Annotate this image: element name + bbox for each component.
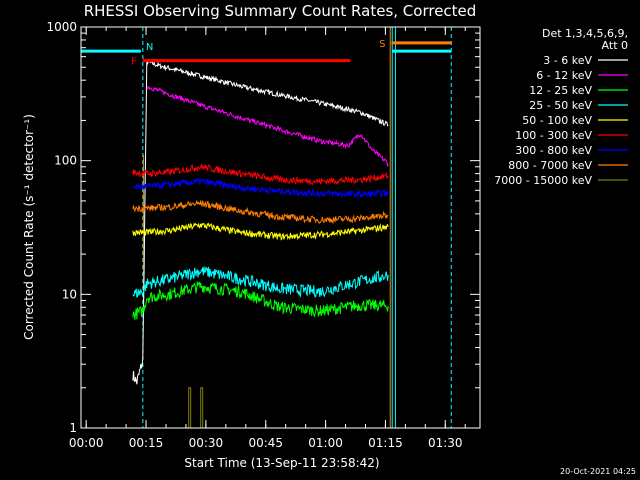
series-group [132,59,389,429]
series-4 [132,266,389,298]
flag-group: F S N [131,39,452,68]
x-tick-label: 01:15 [368,436,403,450]
flag-label: F [131,57,137,68]
series-line [146,86,389,167]
series-1 [132,59,389,385]
legend-label: 100 - 300 keV [515,129,592,142]
plot-frame [80,26,481,429]
marker-label: N [146,42,153,53]
timestamp-label: 20-Oct-2021 04:25 [560,467,636,476]
series-line [132,178,389,199]
axis-ticks: 00:00 00:15 00:30 00:45 01:00 01:15 01:30 1 10 10… [46,20,480,450]
legend-label: 12 - 25 keV [529,84,592,97]
y-axis-label: Corrected Count Rate (s⁻¹ detector⁻¹) [22,114,36,340]
series-line [188,387,204,429]
series-3 [132,280,389,320]
x-tick-label: 01:00 [308,436,343,450]
series-5 [132,222,389,241]
legend-header: Det 1,3,4,5,6,9, [542,27,628,40]
legend-label: 300 - 800 keV [515,144,592,157]
x-tick-label: 00:30 [189,436,224,450]
x-tick-label: 00:15 [129,436,164,450]
y-tick-label: 1 [69,421,77,435]
series-6 [132,163,389,186]
series-2 [146,86,389,167]
series-line [132,222,389,241]
legend-label: 800 - 7000 keV [508,159,592,172]
legend: Det 1,3,4,5,6,9,Att 0 3 - 6 keV 6 - 12 keV… [494,27,628,187]
x-axis-label: Start Time (13-Sep-11 23:58:42) [184,456,379,470]
x-tick-label: 00:00 [69,436,104,450]
x-tick-label: 00:45 [248,436,283,450]
legend-label: 25 - 50 keV [529,99,592,112]
y-tick-label: 1000 [46,20,77,34]
legend-label: 50 - 100 keV [522,114,592,127]
y-tick-label: 100 [54,154,77,168]
series-line [132,163,389,186]
series-line [132,59,389,385]
legend-label: 3 - 6 keV [543,54,592,67]
series-line [132,199,389,225]
vertical-markers [81,27,452,428]
series-9 [188,387,204,429]
legend-label: 7000 - 15000 keV [494,174,592,187]
chart-title: RHESSI Observing Summary Count Rates, Co… [84,2,477,20]
series-line [132,280,389,320]
legend-label: 6 - 12 keV [536,69,592,82]
x-tick-label: 01:30 [428,436,463,450]
y-tick-label: 10 [62,287,77,301]
series-8 [132,199,389,225]
legend-header: Att 0 [602,39,628,52]
flag-label: S [379,39,385,50]
series-7 [132,178,389,199]
series-line [132,266,389,298]
